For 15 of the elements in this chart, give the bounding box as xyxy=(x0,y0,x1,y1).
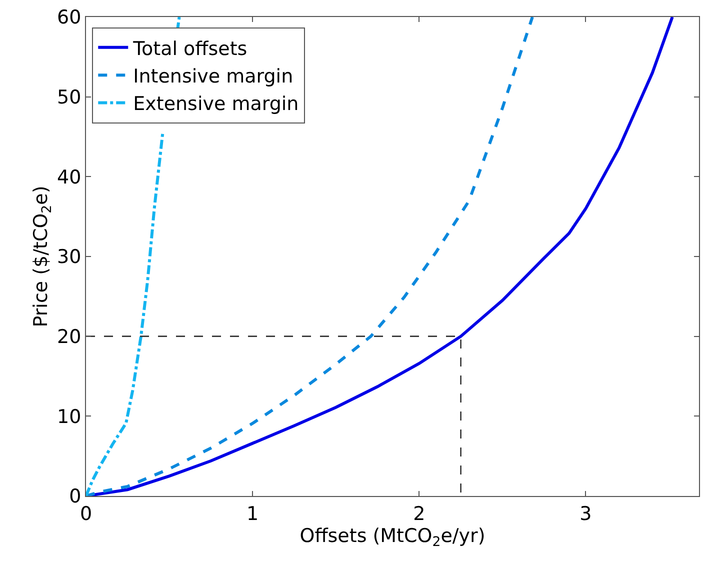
legend-label: Extensive margin xyxy=(133,93,299,116)
x-tick-label: 2 xyxy=(413,502,426,525)
x-tick-label: 3 xyxy=(580,502,592,525)
y-tick-label: 30 xyxy=(57,246,82,268)
y-tick-label: 40 xyxy=(57,166,82,188)
y-tick-label: 20 xyxy=(57,326,82,348)
y-tick-label: 10 xyxy=(57,406,82,428)
legend-label: Total offsets xyxy=(132,38,248,60)
y-tick-label: 60 xyxy=(57,6,82,29)
y-tick-label: 0 xyxy=(69,486,82,508)
x-tick-label: 1 xyxy=(246,502,259,525)
y-tick-label: 50 xyxy=(57,86,82,108)
x-axis-title: Offsets (MtCO$_{2}$e/yr) xyxy=(300,524,486,550)
legend-label: Intensive margin xyxy=(133,66,294,88)
line-series xyxy=(86,17,534,496)
